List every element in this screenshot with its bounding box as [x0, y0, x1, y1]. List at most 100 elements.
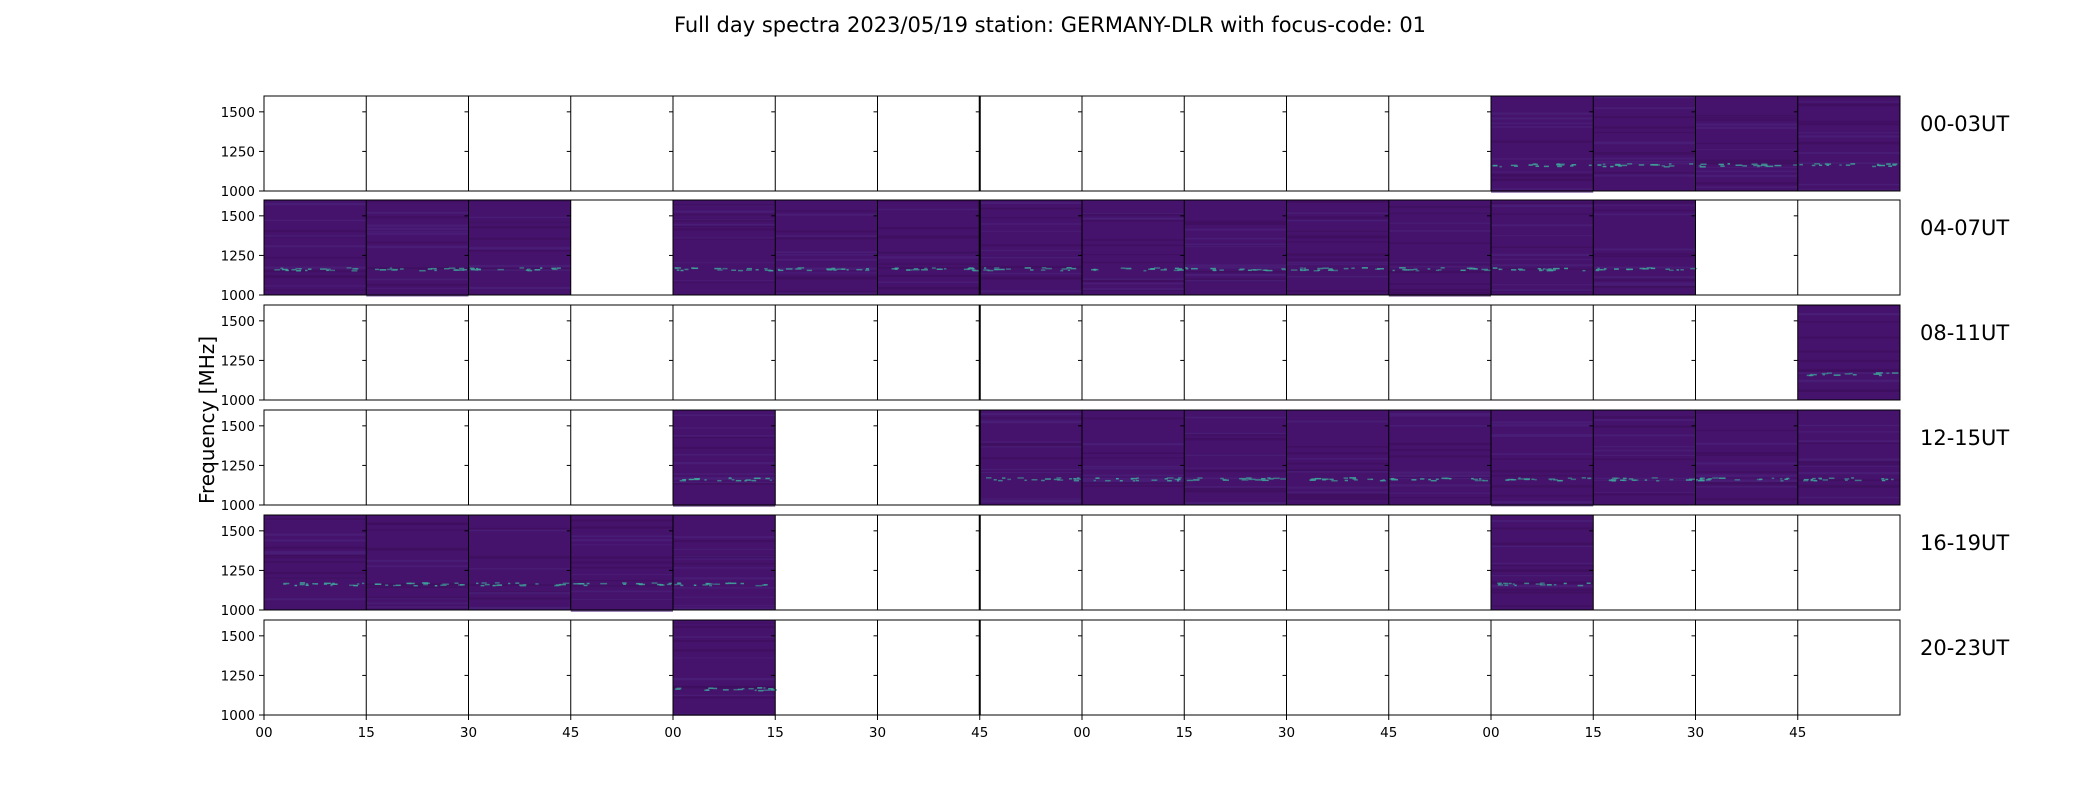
emission-dot — [1878, 374, 1882, 377]
spectrum-streak — [468, 592, 571, 595]
spectrum-background — [1593, 200, 1696, 295]
spectrum-streak — [1388, 415, 1491, 417]
spectrum-streak — [1593, 283, 1696, 286]
spectrum-streak — [1797, 496, 1900, 499]
spectrum-streak — [1388, 484, 1491, 487]
emission-dot — [497, 268, 504, 271]
emission-dot — [386, 268, 394, 271]
emission-dot — [1756, 165, 1760, 168]
spectrum-streak — [1695, 126, 1798, 129]
spectrum-streak — [264, 571, 367, 575]
emission-dot — [1663, 166, 1670, 168]
emission-dot — [1844, 373, 1851, 375]
spectrum-streak — [264, 577, 367, 579]
x-tick-label: 15 — [358, 725, 375, 741]
spectrum-streak — [1593, 426, 1696, 428]
emission-dot — [1007, 478, 1012, 481]
spectrum-streak — [1184, 273, 1287, 277]
emission-dot — [1669, 478, 1674, 481]
spectrum-streak — [673, 605, 776, 607]
spectrum-streak — [570, 556, 673, 559]
emission-dot — [1761, 164, 1768, 167]
emission-dot — [1492, 267, 1498, 269]
spectrum-streak — [1082, 219, 1185, 222]
x-tick-label: 15 — [767, 725, 784, 741]
y-tick-label: 1250 — [221, 458, 255, 474]
spectrum-streak — [1082, 254, 1185, 256]
emission-dot — [1813, 479, 1818, 482]
spectrum-streak — [1184, 266, 1287, 269]
emission-dot — [1349, 477, 1357, 479]
emission-dot — [1626, 268, 1630, 271]
spectrum-streak — [673, 435, 776, 437]
spectrum-streak — [1184, 220, 1287, 224]
spectrum-streak — [1491, 213, 1594, 215]
emission-dot — [936, 268, 943, 270]
emission-dot — [795, 268, 802, 270]
emission-dot — [1105, 479, 1111, 482]
spectrum-streak — [775, 277, 878, 280]
spectrum-background — [877, 200, 980, 295]
emission-dot — [1852, 373, 1857, 376]
emission-dot — [1886, 372, 1890, 374]
spectrum-streak — [1082, 213, 1185, 215]
emission-dot — [1638, 164, 1645, 166]
emission-dot — [1570, 478, 1577, 481]
spectrum-streak — [1184, 486, 1287, 488]
spectrum-streak — [1388, 442, 1491, 446]
emission-dot — [1246, 477, 1252, 479]
emission-dot — [1548, 478, 1556, 480]
spectrum-streak — [1082, 282, 1185, 285]
emission-dot — [1329, 478, 1334, 481]
emission-dot — [1435, 478, 1439, 481]
emission-dot — [1556, 163, 1560, 165]
row-label: 20-23UT — [1920, 636, 2009, 660]
spectrum-segment — [468, 200, 571, 295]
spectrum-streak — [775, 254, 878, 256]
emission-dot — [1689, 163, 1694, 165]
spectrum-streak — [673, 223, 776, 226]
spectrum-streak — [1286, 241, 1389, 243]
emission-dot — [294, 584, 298, 587]
spectrum-background — [979, 200, 1082, 295]
spectrum-streak — [366, 211, 469, 214]
spectrum-streak — [1184, 416, 1287, 419]
emission-dot — [448, 267, 456, 269]
emission-dot — [1751, 163, 1758, 165]
emission-dot — [706, 689, 709, 691]
emission-dot — [395, 584, 401, 587]
emission-dot — [375, 583, 379, 585]
spectrum-streak — [673, 280, 776, 282]
emission-dot — [826, 269, 832, 271]
emission-dot — [1517, 268, 1523, 270]
spectrum-streak — [979, 441, 1082, 443]
spectrum-streak — [1593, 446, 1696, 448]
spectrum-streak — [877, 287, 980, 290]
spectrum-streak — [1797, 359, 1900, 362]
emission-dot — [768, 688, 774, 690]
emission-dot — [709, 584, 713, 587]
emission-dot — [846, 269, 849, 271]
x-tick-label: 30 — [460, 725, 477, 741]
spectrum-background — [1491, 515, 1594, 610]
emission-dot — [993, 479, 997, 481]
emission-dot — [1810, 479, 1814, 482]
spectrum-streak — [1491, 588, 1594, 591]
spectrum-streak — [1695, 182, 1798, 185]
spectrum-streak — [1593, 266, 1696, 269]
spectrum-streak — [468, 286, 571, 290]
emission-dot — [423, 582, 429, 585]
emission-dot — [751, 479, 757, 482]
spectrum-segment — [1593, 410, 1696, 505]
emission-dot — [1514, 165, 1519, 167]
spectrum-streak — [1491, 178, 1594, 181]
spectrum-streak — [366, 267, 469, 270]
emission-dot — [1630, 268, 1633, 271]
emission-dot — [1734, 479, 1741, 481]
emission-dot — [1803, 479, 1809, 482]
spectrum-streak — [1388, 413, 1491, 416]
emission-dot — [1303, 267, 1307, 270]
emission-dot — [983, 269, 990, 271]
spectrum-background — [673, 410, 776, 505]
spectrum-streak — [1491, 569, 1594, 572]
